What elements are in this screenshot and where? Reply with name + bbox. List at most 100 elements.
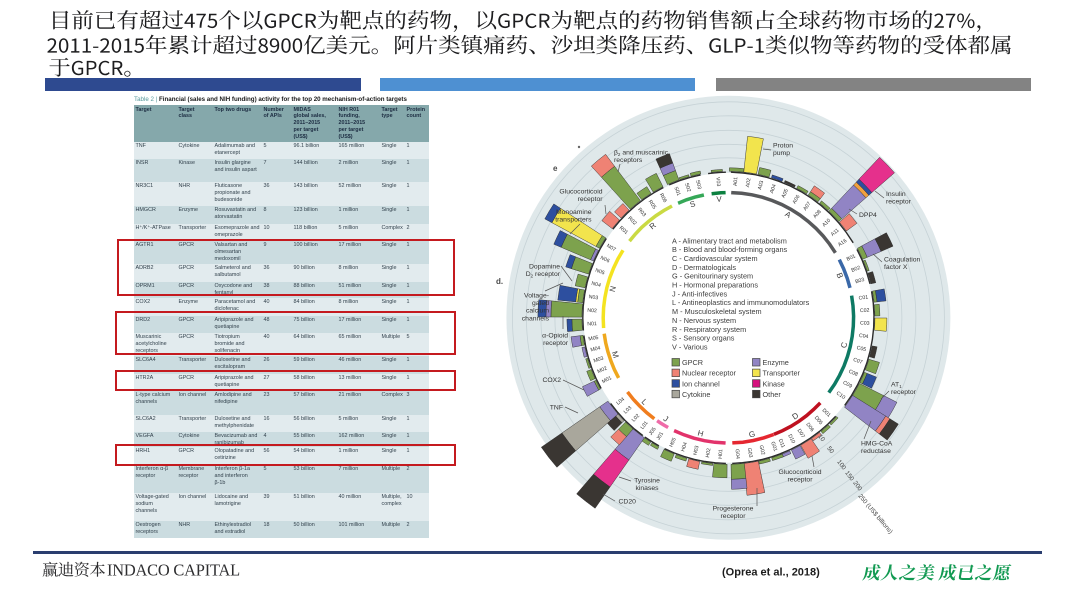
svg-text:G04: G04 xyxy=(734,449,741,459)
svg-text:L02: L02 xyxy=(631,413,641,424)
svg-text:50: 50 xyxy=(825,445,835,455)
svg-text:CD20: CD20 xyxy=(619,499,637,506)
svg-text:C05: C05 xyxy=(856,345,867,353)
svg-text:N03: N03 xyxy=(588,294,598,301)
svg-text:H04: H04 xyxy=(680,442,689,453)
svg-text:R01: R01 xyxy=(618,225,629,236)
svg-text:receptor: receptor xyxy=(543,340,569,347)
svg-text:G: G xyxy=(748,429,756,439)
svg-text:A11: A11 xyxy=(830,228,841,238)
svg-text:D: D xyxy=(790,411,800,422)
svg-text:pump: pump xyxy=(773,150,790,157)
svg-text:Progesterone: Progesterone xyxy=(713,506,754,513)
svg-text:Dopamine: Dopamine xyxy=(529,264,560,271)
svg-text:Cytokine: Cytokine xyxy=(682,390,710,399)
svg-text:S02: S02 xyxy=(683,182,692,193)
svg-text:calcium: calcium xyxy=(526,308,549,315)
svg-text:DPP4: DPP4 xyxy=(859,212,877,219)
svg-text:D06: D06 xyxy=(804,422,815,433)
svg-text:R: R xyxy=(648,221,658,232)
svg-text:G02: G02 xyxy=(758,445,766,456)
svg-text:Glucocorticoid: Glucocorticoid xyxy=(778,469,821,476)
svg-text:C: C xyxy=(839,341,849,349)
svg-text:A07: A07 xyxy=(802,201,812,212)
svg-text:A06: A06 xyxy=(792,194,802,205)
svg-text:receptor: receptor xyxy=(578,196,604,203)
svg-text:d.: d. xyxy=(496,277,503,286)
svg-text:e: e xyxy=(553,164,558,173)
svg-text:TNF: TNF xyxy=(550,405,563,412)
svg-text:J05: J05 xyxy=(648,426,658,436)
svg-text:receptor: receptor xyxy=(788,477,814,484)
svg-text:receptors: receptors xyxy=(614,157,643,164)
svg-text:receptor: receptor xyxy=(891,389,917,396)
svg-text:M05: M05 xyxy=(588,335,599,343)
svg-text:D2 receptor: D2 receptor xyxy=(526,271,561,279)
svg-text:H - Hormonal preparations: H - Hormonal preparations xyxy=(672,281,758,290)
svg-text:M - Musculoskeletal system: M - Musculoskeletal system xyxy=(672,307,762,316)
svg-text:Monoamine: Monoamine xyxy=(556,209,592,216)
svg-text:A16: A16 xyxy=(837,238,848,248)
svg-text:C07: C07 xyxy=(852,357,863,366)
svg-text:A03: A03 xyxy=(757,180,765,191)
svg-text:C09: C09 xyxy=(842,380,853,390)
svg-text:H: H xyxy=(697,428,705,438)
svg-text:V03: V03 xyxy=(714,177,721,187)
svg-text:R03: R03 xyxy=(636,207,647,218)
svg-text:Other: Other xyxy=(763,390,782,399)
svg-text:N06: N06 xyxy=(599,255,610,265)
svg-text:Insulin: Insulin xyxy=(886,191,906,198)
svg-text:kinases: kinases xyxy=(635,485,659,492)
svg-text:Coagulation: Coagulation xyxy=(884,257,920,264)
svg-text:D10: D10 xyxy=(786,433,796,444)
svg-text:B01: B01 xyxy=(846,253,857,262)
svg-text:B02: B02 xyxy=(851,265,862,274)
svg-text:Transporter: Transporter xyxy=(763,369,801,378)
svg-text:C03: C03 xyxy=(860,321,870,327)
svg-text:Voltage-: Voltage- xyxy=(524,293,549,300)
svg-text:R06: R06 xyxy=(658,192,668,203)
svg-text:reductase: reductase xyxy=(861,448,891,455)
svg-text:AT1: AT1 xyxy=(891,382,902,390)
svg-text:D - Dermatologicals: D - Dermatologicals xyxy=(672,263,736,272)
svg-text:L01: L01 xyxy=(640,420,650,431)
svg-text:B: B xyxy=(835,271,845,279)
svg-text:G01: G01 xyxy=(769,441,778,452)
svg-text:D05: D05 xyxy=(813,415,824,426)
svg-text:M: M xyxy=(610,350,621,359)
svg-text:Ion channel: Ion channel xyxy=(682,379,720,388)
svg-text:Glucocorticoid: Glucocorticoid xyxy=(559,189,602,196)
svg-text:A01: A01 xyxy=(733,177,739,187)
svg-text:M01: M01 xyxy=(601,375,613,385)
svg-text:HMG-CoA: HMG-CoA xyxy=(861,441,893,448)
svg-text:A02: A02 xyxy=(745,178,752,188)
svg-text:gated: gated xyxy=(532,300,549,307)
svg-text:L: L xyxy=(640,397,650,407)
svg-text:J01: J01 xyxy=(656,431,665,441)
svg-text:C10: C10 xyxy=(835,391,846,401)
svg-text:C04: C04 xyxy=(858,333,868,340)
svg-text:250 (US$ billions): 250 (US$ billions) xyxy=(856,493,893,536)
svg-text:B03: B03 xyxy=(855,277,866,285)
svg-text:COX2: COX2 xyxy=(542,377,561,384)
svg-text:A04: A04 xyxy=(769,183,778,194)
svg-text:L03: L03 xyxy=(623,405,634,415)
svg-text:S03: S03 xyxy=(694,180,702,190)
svg-text:C02: C02 xyxy=(860,308,870,314)
svg-text:M02: M02 xyxy=(597,366,609,376)
svg-text:V - Various: V - Various xyxy=(672,343,708,352)
svg-text:J: J xyxy=(662,414,670,424)
svg-text:Kinase: Kinase xyxy=(763,379,785,388)
svg-text:H03: H03 xyxy=(692,445,700,456)
svg-text:A - Alimentary tract and metab: A - Alimentary tract and metabolism xyxy=(672,236,787,245)
svg-text:β2 and muscarinic: β2 and muscarinic xyxy=(614,150,669,158)
svg-text:α-Opioid: α-Opioid xyxy=(542,333,568,340)
svg-text:channels: channels xyxy=(522,315,550,322)
svg-text:R05: R05 xyxy=(647,199,657,210)
svg-text:S01: S01 xyxy=(672,186,681,197)
svg-text:L04: L04 xyxy=(615,397,626,407)
svg-text:N - Nervous system: N - Nervous system xyxy=(672,316,736,325)
svg-text:Proton: Proton xyxy=(773,143,793,150)
svg-text:J - Anti-infectives: J - Anti-infectives xyxy=(672,289,728,298)
svg-text:INDACO CAPITAL: INDACO CAPITAL xyxy=(107,561,240,580)
